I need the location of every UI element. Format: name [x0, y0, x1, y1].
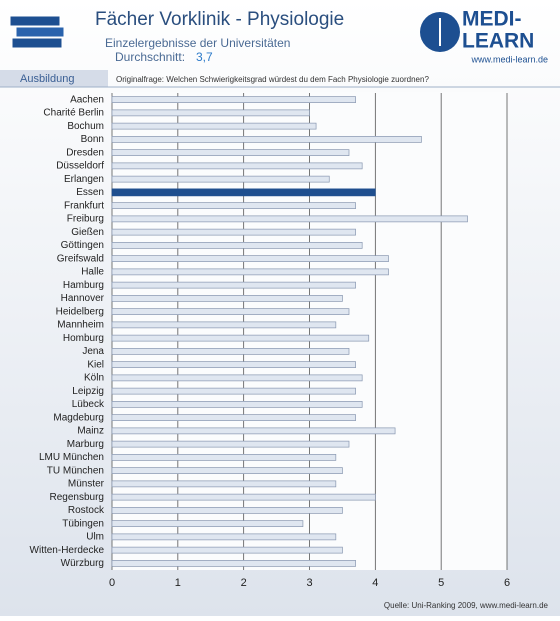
bar: [111, 493, 376, 501]
y-tick-label: Greifswald: [57, 253, 104, 264]
bar: [111, 136, 422, 143]
bar: [111, 215, 468, 223]
bar: [111, 255, 389, 262]
bar: [111, 162, 363, 170]
y-tick-label: Jena: [82, 346, 104, 357]
y-tick-label: Gießen: [71, 227, 104, 238]
average-label: Durchschnitt:: [115, 50, 185, 64]
y-tick-label: Ulm: [86, 532, 104, 543]
y-tick-label: Hannover: [61, 293, 105, 304]
bar: [111, 149, 350, 156]
y-tick-label: Tübingen: [62, 518, 104, 529]
x-tick-label: 1: [175, 577, 181, 589]
bar: [111, 361, 356, 368]
bar: [111, 427, 396, 435]
bar: [111, 321, 337, 329]
y-tick-label: Leipzig: [72, 386, 104, 397]
logo: MEDI- LEARN www.medi-learn.de: [420, 8, 548, 64]
bar: [111, 533, 337, 541]
y-tick-label: Marburg: [67, 439, 104, 450]
y-tick-label: Rostock: [68, 505, 105, 516]
bar: [111, 414, 356, 421]
bar: [111, 440, 350, 448]
bar: [111, 268, 389, 276]
y-tick-label: Magdeburg: [53, 412, 104, 423]
bar: [111, 374, 363, 382]
chart-title: Fächer Vorklinik - Physiologie: [95, 9, 344, 30]
bar: [111, 228, 356, 236]
bar: [111, 546, 343, 554]
y-tick-label: Homburg: [63, 333, 104, 344]
x-tick-label: 6: [504, 577, 510, 589]
bar: [111, 109, 310, 117]
y-tick-label: Würzburg: [61, 558, 104, 569]
y-tick-label: Dresden: [66, 147, 104, 158]
y-tick-label: LMU München: [39, 452, 104, 463]
bar: [111, 480, 337, 488]
x-tick-label: 4: [372, 577, 378, 589]
bar: [111, 295, 343, 302]
bar: [111, 202, 356, 209]
bar: [111, 560, 356, 567]
y-tick-label: Düsseldorf: [56, 161, 104, 172]
bar: [111, 96, 356, 103]
y-tick-label: TU München: [47, 465, 104, 476]
bar: [111, 308, 350, 315]
y-tick-label: Bonn: [81, 134, 104, 145]
x-tick-label: 2: [241, 577, 247, 589]
y-tick-label: Mannheim: [57, 320, 104, 331]
y-tick-label: Freiburg: [67, 214, 104, 225]
logo-url: www.medi-learn.de: [470, 54, 548, 64]
bar: [111, 348, 350, 355]
bar: [111, 520, 304, 527]
bar: [111, 281, 356, 289]
bar: [111, 188, 376, 197]
bar: [111, 507, 343, 514]
bar: [111, 334, 370, 342]
logo-bottom: LEARN: [462, 30, 534, 53]
subtitle: Einzelergebnisse der Universitäten: [105, 36, 290, 50]
y-tick-label: Essen: [76, 187, 104, 198]
y-tick-label: Kiel: [87, 359, 104, 370]
average: 3,7: [196, 50, 213, 64]
y-tick-label: Frankfurt: [64, 200, 104, 211]
bar: [111, 122, 317, 130]
y-tick-label: Erlangen: [64, 174, 104, 185]
book-icon: [9, 15, 65, 49]
y-tick-label: Bochum: [67, 121, 104, 132]
y-tick-label: Charité Berlin: [43, 108, 104, 119]
logo-top: MEDI-: [462, 8, 522, 31]
question: Originalfrage: Welchen Schwierigkeitsgra…: [116, 75, 429, 84]
y-tick-label: Münster: [68, 479, 105, 490]
bar: [111, 175, 330, 183]
section-tab: [0, 70, 108, 87]
bar: [111, 401, 363, 408]
y-tick-label: Göttingen: [61, 240, 104, 251]
bar: [111, 387, 356, 395]
x-tick-label: 3: [306, 577, 312, 589]
bar: [111, 454, 337, 461]
y-tick-label: Heidelberg: [56, 306, 104, 317]
y-tick-label: Mainz: [77, 426, 104, 437]
y-tick-label: Köln: [84, 373, 104, 384]
y-tick-label: Witten-Herdecke: [30, 545, 105, 556]
bar: [111, 467, 343, 474]
y-tick-label: Hamburg: [63, 280, 104, 291]
y-tick-label: Halle: [81, 267, 104, 278]
x-tick-label: 5: [438, 577, 444, 589]
section: Ausbildung: [20, 73, 74, 85]
y-tick-label: Regensburg: [50, 492, 104, 503]
y-tick-label: Aachen: [70, 94, 104, 105]
y-tick-label: Lübeck: [72, 399, 105, 410]
source: Quelle: Uni-Ranking 2009, www.medi-learn…: [384, 601, 549, 610]
bar: [111, 242, 363, 249]
x-tick-label: 0: [109, 577, 115, 589]
